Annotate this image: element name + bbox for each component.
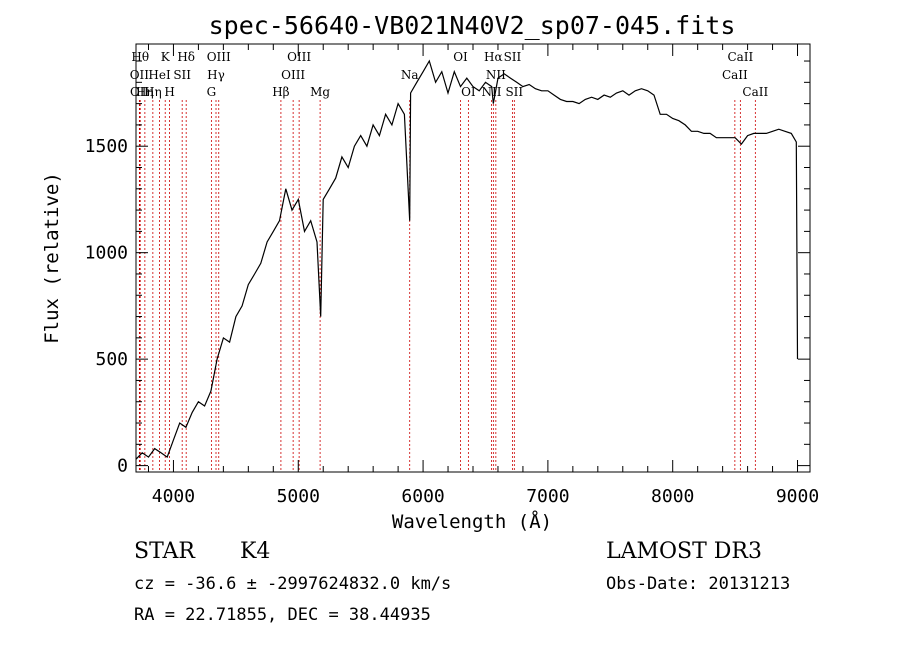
object-subclass: K4 bbox=[240, 539, 270, 564]
line-marker-label: OIII bbox=[281, 68, 305, 82]
x-tick-label: 8000 bbox=[651, 486, 694, 507]
line-marker-label: Mg bbox=[310, 85, 330, 99]
line-marker-label: NII bbox=[486, 68, 506, 82]
line-marker-label: OI bbox=[461, 85, 476, 99]
x-axis-label: Wavelength (Å) bbox=[392, 510, 552, 533]
line-marker-label: SII bbox=[505, 85, 523, 99]
redshift-text: cz = -36.6 ± -2997624832.0 km/s bbox=[134, 574, 451, 594]
emission-line-markers bbox=[138, 100, 756, 472]
line-marker-label: OIII bbox=[207, 50, 231, 64]
emission-line-labels: HθOIIOIIHηHηHeIKHSIIHδGHγOIIIHβOIIIOIIIM… bbox=[130, 50, 769, 99]
y-tick-label: 0 bbox=[117, 456, 128, 477]
x-tick-label: 6000 bbox=[401, 486, 444, 507]
line-marker-label: Hη bbox=[144, 85, 162, 99]
line-marker-label: OII bbox=[130, 85, 150, 99]
survey-name: LAMOST DR3 bbox=[606, 539, 762, 564]
ra-dec: RA = 22.71855, DEC = 38.44935 bbox=[134, 605, 431, 625]
x-tick-label: 9000 bbox=[776, 486, 819, 507]
line-marker-label: SII bbox=[173, 68, 191, 82]
line-marker-label: OII bbox=[130, 68, 150, 82]
line-marker-label: Na bbox=[401, 68, 419, 82]
spectrum-line bbox=[135, 59, 799, 460]
y-tick-label: 500 bbox=[95, 349, 128, 370]
y-tick-label: 1000 bbox=[85, 243, 128, 264]
line-marker-label: OI bbox=[453, 50, 468, 64]
x-axis-ticks: 4000 5000 6000 7000 8000 9000 bbox=[147, 44, 819, 507]
obs-date: Obs-Date: 20131213 bbox=[606, 574, 790, 594]
y-axis-label: Flux (relative) bbox=[41, 172, 63, 344]
x-tick-label: 4000 bbox=[152, 486, 195, 507]
line-marker-label: CaII bbox=[742, 85, 768, 99]
y-tick-label: 1500 bbox=[85, 136, 128, 157]
line-marker-label: Hη bbox=[136, 85, 154, 99]
line-marker-label: Hθ bbox=[131, 50, 149, 64]
y-axis-ticks: 0 500 1000 1500 bbox=[85, 60, 810, 477]
line-marker-label: OIII bbox=[287, 50, 311, 64]
line-marker-label: CaII bbox=[722, 68, 748, 82]
line-marker-label: Hδ bbox=[177, 50, 195, 64]
line-marker-label: HeI bbox=[148, 68, 171, 82]
line-marker-label: Hγ bbox=[207, 68, 225, 82]
x-tick-label: 7000 bbox=[526, 486, 569, 507]
object-class: STAR bbox=[134, 539, 196, 564]
line-marker-label: G bbox=[207, 85, 217, 99]
line-marker-label: CaII bbox=[727, 50, 753, 64]
line-marker-label: Hα bbox=[484, 50, 503, 64]
line-marker-label: H bbox=[164, 85, 174, 99]
plot-frame bbox=[135, 43, 811, 473]
line-marker-label: K bbox=[161, 50, 171, 64]
x-tick-label: 5000 bbox=[277, 486, 320, 507]
line-marker-label: Hβ bbox=[272, 85, 289, 99]
line-marker-label: SII bbox=[504, 50, 522, 64]
chart-title: spec-56640-VB021N40V2_sp07-045.fits bbox=[209, 11, 736, 40]
